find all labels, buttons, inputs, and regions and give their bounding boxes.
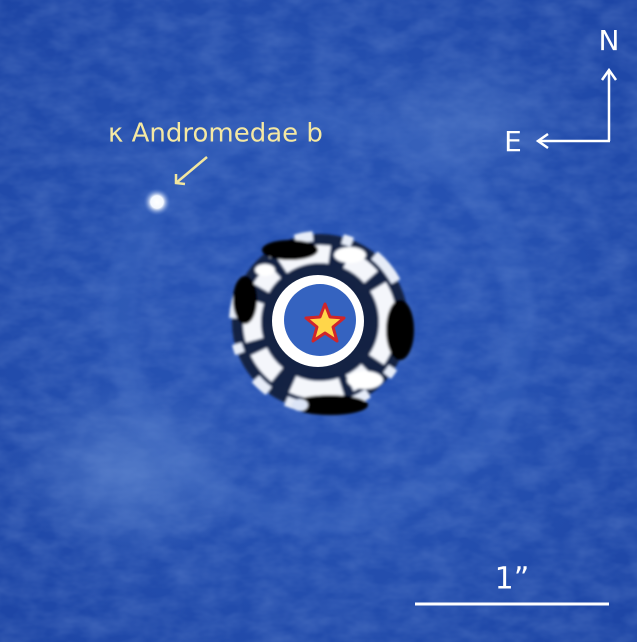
host-star xyxy=(304,302,346,343)
north-arrow-head xyxy=(600,67,618,81)
north-label: N xyxy=(599,24,620,57)
speckle-ring xyxy=(229,231,414,415)
scale-bar-label: 1” xyxy=(495,562,530,597)
planet xyxy=(143,188,171,216)
east-arrow-head xyxy=(535,132,549,150)
compass: N E xyxy=(504,24,619,158)
east-label: E xyxy=(504,125,522,158)
planet-pointer-head xyxy=(174,174,186,186)
planet-pointer xyxy=(175,156,208,184)
planet-label: κ Andromedae b xyxy=(108,119,323,149)
haze xyxy=(10,380,250,560)
halo-ring xyxy=(105,105,535,535)
